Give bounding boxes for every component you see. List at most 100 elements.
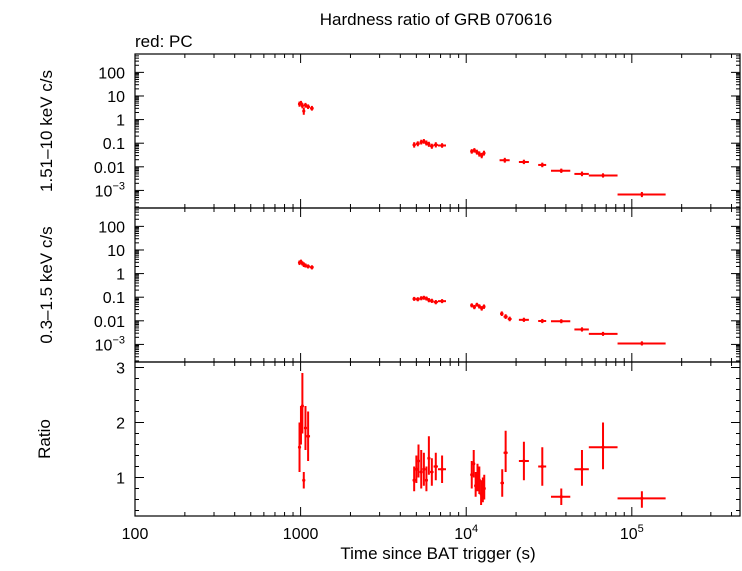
data-point: [427, 298, 431, 303]
data-point: [482, 474, 486, 500]
y-tick-label: 1: [116, 267, 125, 284]
panel-frame: [134, 207, 741, 363]
data-point: [422, 139, 426, 144]
data-point: [477, 151, 481, 157]
chart-title: Hardness ratio of GRB 070616: [320, 10, 552, 29]
x-tick-label: 105: [620, 523, 644, 543]
y-tick-label: 0.1: [103, 136, 125, 153]
point-marker: [440, 467, 444, 471]
point-marker: [475, 475, 480, 480]
y-axis-label: Ratio: [35, 419, 54, 459]
data-point: [472, 304, 476, 310]
point-marker: [540, 319, 544, 323]
point-marker: [416, 297, 420, 301]
point-marker: [302, 109, 306, 113]
panel-ratio: 1 2 3 Ratio: [35, 361, 741, 517]
data-point: [474, 472, 478, 497]
point-marker: [640, 496, 644, 500]
y-tick-label: 0.01: [94, 314, 125, 331]
data-point: [415, 297, 420, 302]
data-point: [503, 314, 508, 319]
data-point: [433, 300, 438, 305]
point-marker: [434, 143, 438, 147]
data-point: [588, 331, 618, 336]
point-marker: [440, 143, 444, 148]
data-point: [437, 455, 447, 483]
y-tick-label: 10−3: [95, 180, 125, 200]
data-point: [617, 341, 666, 346]
y-tick-label: 10: [107, 243, 125, 260]
point-marker: [482, 304, 486, 309]
x-tick-label: 100: [122, 526, 149, 543]
x-tick-label: 104: [454, 523, 478, 543]
data-point: [550, 488, 571, 505]
point-marker: [472, 462, 476, 466]
data-point: [550, 168, 571, 173]
point-marker: [412, 143, 416, 147]
data-point: [430, 143, 434, 149]
point-marker: [300, 104, 304, 108]
point-marker: [640, 341, 644, 346]
point-marker: [310, 106, 314, 110]
point-marker: [500, 312, 504, 316]
data-point: [419, 450, 423, 489]
data-point: [437, 299, 447, 304]
data-point: [499, 157, 510, 163]
point-marker: [470, 473, 474, 477]
panel-frame: [134, 361, 741, 517]
data-point: [475, 302, 479, 307]
data-point: [470, 303, 474, 308]
point-marker: [430, 299, 434, 303]
panel-soft: 100 10 1 0.1 0.01 10−3 0.3–1.5 keV c/s: [37, 207, 741, 363]
data-point: [518, 159, 529, 165]
data-point: [422, 452, 426, 486]
y-tick-label: 0.01: [94, 160, 125, 177]
point-marker: [306, 434, 310, 438]
data-point: [303, 102, 308, 108]
point-marker: [559, 495, 563, 499]
point-marker: [503, 158, 507, 162]
point-marker: [474, 484, 478, 488]
x-axis-label: Time since BAT trigger (s): [340, 544, 535, 563]
y-tick-label: 10−3: [95, 334, 125, 354]
point-marker: [477, 304, 481, 308]
data-point: [500, 469, 504, 497]
data-point: [482, 304, 486, 309]
point-marker: [580, 327, 584, 332]
point-marker: [477, 152, 481, 156]
data-point: [470, 149, 474, 154]
point-marker: [559, 169, 563, 173]
point-marker: [472, 305, 476, 309]
point-marker: [424, 296, 429, 301]
data-point: [475, 463, 480, 492]
data-point: [424, 466, 429, 492]
point-marker: [480, 153, 484, 158]
point-marker: [540, 163, 544, 167]
point-marker: [522, 160, 526, 164]
point-marker: [303, 426, 308, 430]
data-point: [472, 148, 476, 153]
point-marker: [470, 149, 474, 153]
point-marker: [422, 139, 426, 143]
point-marker: [482, 151, 486, 155]
data-point: [430, 298, 434, 303]
data-point: [588, 173, 618, 178]
data-point: [303, 263, 308, 268]
point-marker: [580, 467, 584, 471]
y-axis-label: 0.3–1.5 keV c/s: [37, 226, 56, 343]
data-point: [424, 140, 429, 146]
point-marker: [297, 445, 302, 449]
point-marker: [302, 478, 306, 482]
point-marker: [475, 150, 479, 154]
data-point: [518, 317, 529, 322]
data-point: [550, 319, 571, 324]
data-point: [306, 411, 311, 461]
point-marker: [500, 481, 504, 485]
point-marker: [419, 470, 423, 474]
data-point: [588, 422, 618, 470]
point-marker: [504, 451, 508, 455]
data-point: [507, 316, 512, 322]
point-marker: [427, 456, 431, 460]
